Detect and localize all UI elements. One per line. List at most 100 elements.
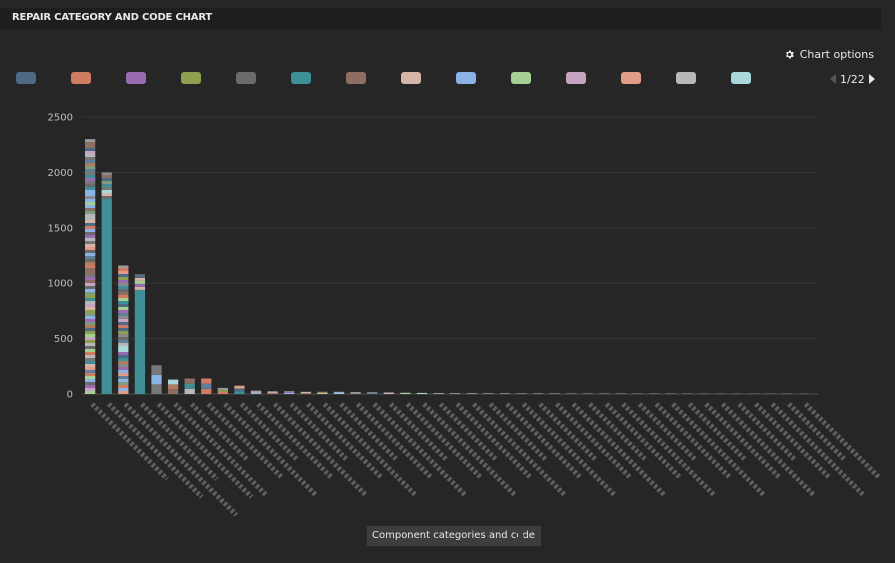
bar[interactable]	[450, 393, 461, 394]
legend-item[interactable]	[674, 71, 729, 85]
bar-segment	[85, 316, 96, 319]
legend-item[interactable]	[179, 71, 234, 85]
bar[interactable]	[350, 392, 361, 394]
bar[interactable]	[267, 391, 278, 394]
y-tick-label: 1500	[48, 223, 73, 234]
pager-prev-icon[interactable]	[830, 74, 836, 84]
bar-segment	[85, 241, 96, 244]
bar-segment	[118, 388, 129, 391]
bar[interactable]	[599, 393, 610, 394]
legend-item[interactable]	[234, 71, 289, 85]
pager-next-icon[interactable]	[868, 74, 875, 84]
bar[interactable]	[167, 379, 179, 394]
bar[interactable]	[367, 392, 378, 394]
bar-segment	[118, 331, 129, 334]
legend-item[interactable]	[454, 71, 509, 85]
bar[interactable]	[234, 385, 245, 394]
bar-segment	[300, 393, 311, 394]
bar-segment	[118, 322, 129, 325]
x-tick-label	[505, 402, 582, 479]
bar[interactable]	[416, 392, 428, 394]
x-tick-label	[438, 402, 498, 461]
bar-segment	[85, 148, 96, 151]
x-tick-label	[471, 402, 567, 497]
bar[interactable]	[516, 393, 527, 394]
legend-item[interactable]	[344, 71, 399, 85]
bar[interactable]	[582, 393, 594, 394]
bar-segment	[118, 286, 129, 289]
bar[interactable]	[566, 393, 577, 394]
bar-segment	[118, 358, 129, 361]
x-tick-label	[455, 402, 532, 479]
bar-segment	[450, 393, 461, 394]
legend-item[interactable]	[69, 71, 124, 85]
bar[interactable]	[317, 391, 328, 394]
x-tick-label	[239, 402, 299, 461]
bar-segment	[217, 387, 229, 390]
chart-options-button[interactable]: Chart options	[784, 48, 874, 61]
bar[interactable]	[300, 391, 311, 394]
bar[interactable]	[151, 365, 162, 394]
bar-segment	[118, 280, 129, 283]
legend-item[interactable]	[564, 71, 619, 85]
legend-item[interactable]	[509, 71, 564, 85]
y-tick-label: 2000	[48, 168, 73, 179]
bar[interactable]	[85, 139, 96, 394]
bar[interactable]	[184, 378, 195, 394]
bar-segment	[250, 390, 262, 392]
bar[interactable]	[466, 393, 477, 394]
bar-segment	[134, 277, 146, 281]
x-axis-title: Component categories and code	[367, 526, 541, 546]
legend-item[interactable]	[399, 71, 454, 85]
bar[interactable]	[101, 172, 112, 394]
bar-segment	[85, 232, 96, 235]
legend-item[interactable]	[729, 71, 784, 85]
bar-segment	[101, 192, 112, 196]
bar-segment	[85, 220, 96, 223]
bar[interactable]	[333, 391, 345, 394]
x-tick-label	[654, 402, 732, 479]
legend-item[interactable]	[289, 71, 344, 85]
bar[interactable]	[250, 390, 262, 394]
bar-segment	[85, 175, 96, 178]
bar-segment	[267, 393, 278, 394]
bar[interactable]	[118, 265, 129, 394]
bar-segment	[300, 392, 311, 393]
legend-item[interactable]	[619, 71, 674, 85]
bar[interactable]	[483, 393, 494, 394]
legend-item[interactable]	[124, 71, 179, 85]
bar-segment	[599, 393, 610, 394]
bar[interactable]	[217, 387, 229, 394]
bar[interactable]	[400, 392, 411, 394]
bar-segment	[118, 295, 129, 298]
bar-segment	[118, 391, 129, 394]
bar-segment	[85, 205, 96, 208]
legend-swatch	[676, 72, 696, 84]
bar-segment	[118, 361, 129, 364]
bar-segment	[566, 393, 577, 394]
bar-segment	[383, 393, 394, 394]
bar[interactable]	[549, 393, 560, 394]
x-tick-label	[140, 402, 219, 481]
y-tick-label: 500	[54, 334, 73, 345]
bar[interactable]	[134, 274, 146, 394]
bar-segment	[118, 310, 129, 313]
bar[interactable]	[383, 392, 394, 394]
bar-segment	[134, 289, 146, 394]
bar-segment	[85, 172, 96, 175]
bar[interactable]	[433, 393, 444, 394]
legend-swatch	[236, 72, 256, 84]
bar[interactable]	[201, 378, 212, 394]
bar[interactable]	[499, 393, 511, 394]
bar[interactable]	[615, 393, 627, 394]
bar-segment	[134, 286, 146, 290]
bar-segment	[167, 389, 179, 394]
bar-segment	[466, 393, 477, 394]
bar[interactable]	[284, 391, 295, 394]
x-tick-label	[289, 402, 349, 461]
bar[interactable]	[532, 393, 544, 394]
legend-item[interactable]	[14, 71, 69, 85]
x-tick-label	[770, 402, 866, 497]
bar-segment	[118, 385, 129, 388]
bar-segment	[101, 186, 112, 190]
